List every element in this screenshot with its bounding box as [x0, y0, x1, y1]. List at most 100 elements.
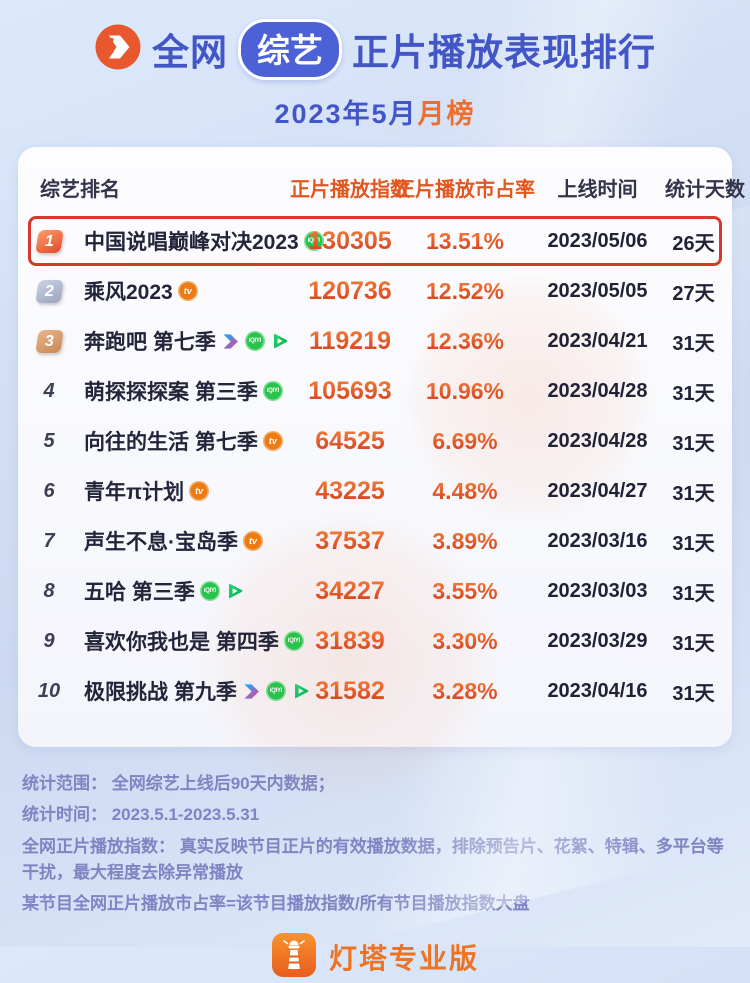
market-share-value: 3.30% [432, 627, 498, 654]
tencent-video-icon [225, 581, 245, 601]
iqiyi-icon: iQIYI [283, 631, 304, 651]
online-date: 2023/04/28 [547, 429, 648, 452]
table-row: 4 萌探探探案 第三季 iQIYI 105693 10.96% 2023/04/28 31天 [18, 366, 732, 416]
online-date: 2023/04/16 [547, 679, 648, 702]
table-row: 5 向往的生活 第七季 tv 64525 6.69% 2023/04/28 31天 [18, 416, 732, 466]
footnotes: 统计范围： 全网综艺上线后90天内数据； 统计时间： 2023.5.1-2023… [22, 771, 728, 918]
subtitle: 2023年5月月榜 [0, 92, 750, 131]
brand-name: 灯塔专业版 [328, 943, 479, 975]
days-count: 31天 [672, 532, 715, 555]
subtitle-type: 月榜 [417, 99, 476, 129]
days-count: 27天 [672, 282, 715, 305]
table-row: 2 乘风2023 tv 120736 12.52% 2023/05/05 27天 [18, 266, 732, 316]
mgtv-icon: tv [189, 481, 210, 501]
rank-number: 8 [43, 579, 55, 602]
rank-badge: 2 [34, 279, 64, 303]
column-header-play-index: 正片播放指数 [290, 179, 410, 201]
youku-icon [242, 682, 261, 701]
online-date: 2023/05/05 [547, 279, 648, 302]
rank-badge: 1 [34, 229, 64, 253]
market-share-value: 4.48% [432, 477, 498, 504]
show-title: 喜欢你我也是 第四季 [84, 631, 279, 654]
subtitle-period: 2023年5月 [274, 99, 418, 129]
column-header-online-date: 上线时间 [557, 179, 638, 201]
page-footer: 统计范围： 全网综艺上线后90天内数据； 统计时间： 2023.5.1-2023… [0, 771, 750, 983]
market-share-value: 3.28% [432, 677, 498, 704]
show-title: 青年π计划 [84, 481, 185, 504]
market-share-value: 12.52% [425, 277, 504, 304]
show-title: 声生不息·宝岛季 [84, 531, 238, 554]
show-title: 向往的生活 第七季 [84, 431, 258, 454]
tencent-video-icon [291, 681, 311, 701]
table-column-header: 综艺排名 正片播放指数 正片播放市占率 上线时间 统计天数 [18, 147, 745, 216]
category-pill: 综艺 [238, 18, 342, 80]
days-count: 31天 [672, 682, 715, 705]
play-index-value: 64525 [315, 426, 385, 455]
play-index-value: 37537 [315, 526, 385, 555]
tencent-video-icon [270, 331, 290, 351]
page-header: 全网 综艺 正片播放表现排行 2023年5月月榜 [0, 0, 750, 131]
online-date: 2023/03/03 [547, 579, 648, 602]
rank-number: 10 [37, 679, 61, 702]
footnote-scope: 统计范围： 全网综艺上线后90天内数据； [22, 774, 335, 793]
table-row: 10 极限挑战 第九季 iQIYI 31582 3.28% 2023/04/16 31天 [18, 666, 732, 716]
iqiyi-icon: iQIYI [244, 331, 265, 351]
rank-number: 5 [43, 429, 55, 452]
play-index-value: 43225 [315, 476, 385, 505]
rank-number: 4 [43, 379, 55, 402]
play-index-value: 105693 [308, 376, 392, 405]
ranking-rows: 1中国说唱巅峰对决2023iQIYI13030513.51%2023/05/06… [18, 216, 732, 716]
online-date: 2023/04/27 [547, 479, 648, 502]
online-date: 2023/04/28 [547, 379, 648, 402]
beacon-film-logo-icon [94, 23, 142, 76]
days-count: 31天 [672, 432, 715, 455]
show-title: 中国说唱巅峰对决2023 [84, 231, 299, 254]
brand-lockup: 灯塔专业版 [0, 932, 750, 983]
footnote-period: 统计时间： 2023.5.1-2023.5.31 [22, 805, 260, 825]
iqiyi-icon: iQIYI [265, 681, 286, 701]
show-title: 奔跑吧 第七季 [84, 331, 216, 354]
days-count: 31天 [672, 632, 715, 655]
days-count: 31天 [672, 332, 715, 355]
table-row: 1 中国说唱巅峰对决2023iQIYI130305 13.51% 2023/05/06… [18, 216, 732, 266]
ranking-card: 综艺排名 正片播放指数 正片播放市占率 上线时间 统计天数 1 中国说唱巅峰对决2… [18, 147, 745, 807]
youku-icon [221, 332, 240, 351]
online-date: 2023/03/16 [547, 529, 648, 552]
mgtv-icon: tv [262, 431, 283, 451]
market-share-value: 6.69% [432, 427, 498, 454]
days-count: 31天 [672, 482, 715, 505]
iqiyi-icon: iQIYI [199, 581, 220, 601]
play-index-value: 130305 [308, 226, 392, 255]
page-title: 全网 综艺 正片播放表现排行 [0, 18, 750, 80]
market-share-value: 3.55% [432, 577, 498, 604]
market-share-value: 3.89% [432, 527, 498, 554]
play-index-value: 31582 [315, 676, 385, 705]
days-count: 31天 [672, 582, 715, 605]
play-index-value: 31839 [315, 626, 385, 655]
footnote-index-definition: 全网正片播放指数： 真实反映节目正片的有效播放数据，排除预告片、花絮、特辑、多平… [22, 836, 724, 883]
rank-number: 7 [43, 529, 55, 552]
show-title: 乘风2023 [84, 281, 173, 304]
column-header-rank: 综艺排名 [40, 179, 120, 201]
iqiyi-icon: iQIYI [303, 231, 324, 251]
beacon-app-icon [271, 932, 317, 983]
days-count: 31天 [672, 382, 715, 405]
play-index-value: 34227 [315, 576, 385, 605]
column-header-days: 统计天数 [665, 179, 745, 201]
play-index-value: 119219 [308, 326, 392, 355]
table-row: 7 声生不息·宝岛季 tv 37537 3.89% 2023/03/16 31天 [18, 516, 732, 566]
rank-number: 6 [43, 479, 55, 502]
online-date: 2023/03/29 [547, 629, 648, 652]
play-index-value: 120736 [308, 276, 392, 305]
mgtv-icon: tv [177, 281, 198, 301]
online-date: 2023/05/06 [547, 229, 648, 252]
show-title: 萌探探探案 第三季 [84, 381, 258, 404]
market-share-value: 13.51% [425, 227, 504, 254]
footnote-share-formula: 某节目全网正片播放市占率=该节目播放指数/所有节目播放指数大盘 [22, 894, 530, 914]
table-row: 6 青年π计划 tv 43225 4.48% 2023/04/27 31天 [18, 466, 732, 516]
show-title: 极限挑战 第九季 [84, 681, 237, 704]
title-suffix: 正片播放表现排行 [352, 32, 656, 73]
table-row: 9 喜欢你我也是 第四季 iQIYI 31839 3.30% 2023/03/29 31天 [18, 616, 732, 666]
table-row: 8 五哈 第三季 iQIYI 34227 3.55% 2023/03/03 31天 [18, 566, 732, 616]
